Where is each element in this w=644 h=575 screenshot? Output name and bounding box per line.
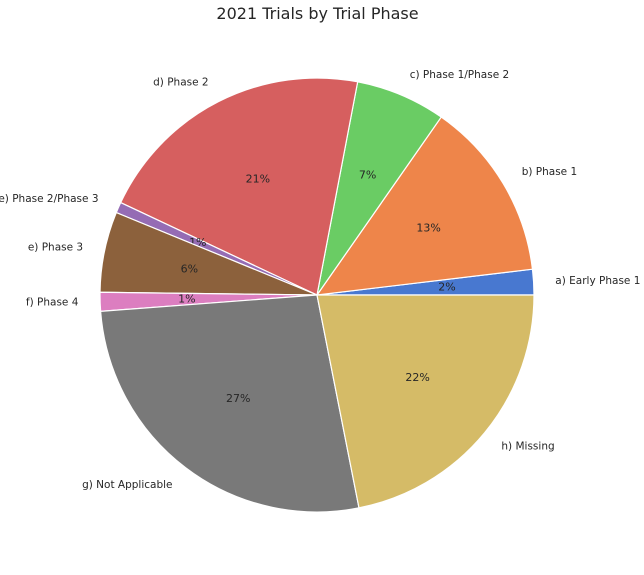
slice-label-c-phase-1-phase-2: c) Phase 1/Phase 2	[410, 69, 509, 81]
pct-label-a-early-phase-1: 2%	[438, 281, 455, 294]
chart-title: 2021 Trials by Trial Phase	[216, 4, 419, 23]
slice-label-f-phase-4: f) Phase 4	[26, 297, 79, 309]
pct-label-h-missing: 22%	[405, 371, 429, 384]
pct-label-d-phase-2: 21%	[246, 173, 270, 186]
pie-slice-d-phase-2	[119, 77, 359, 296]
pct-label-f-phase-4: 1%	[178, 293, 195, 306]
pie-slice-b-phase-1	[315, 116, 534, 296]
pie-slice-h-missing	[316, 294, 535, 509]
pct-label-g-not-applicable: 27%	[226, 392, 250, 405]
slice-label-a-early-phase-1: a) Early Phase 1	[555, 275, 640, 287]
pct-label-b-phase-1: 13%	[416, 222, 440, 235]
pct-label-c-phase-1-phase-2: 7%	[359, 169, 376, 182]
slice-label-d-phase-2: d) Phase 2	[153, 76, 208, 88]
slice-label-e-phase-3: e) Phase 3	[28, 241, 83, 253]
slice-label-b-phase-1: b) Phase 1	[522, 166, 577, 178]
pie-slice-g-not-applicable	[99, 294, 360, 513]
pct-label-e-phase-3: 6%	[181, 263, 198, 276]
slice-label-h-missing: h) Missing	[501, 441, 554, 453]
slice-label-e-phase-2-phase-3: e) Phase 2/Phase 3	[0, 193, 99, 205]
slice-label-g-not-applicable: g) Not Applicable	[82, 479, 172, 491]
